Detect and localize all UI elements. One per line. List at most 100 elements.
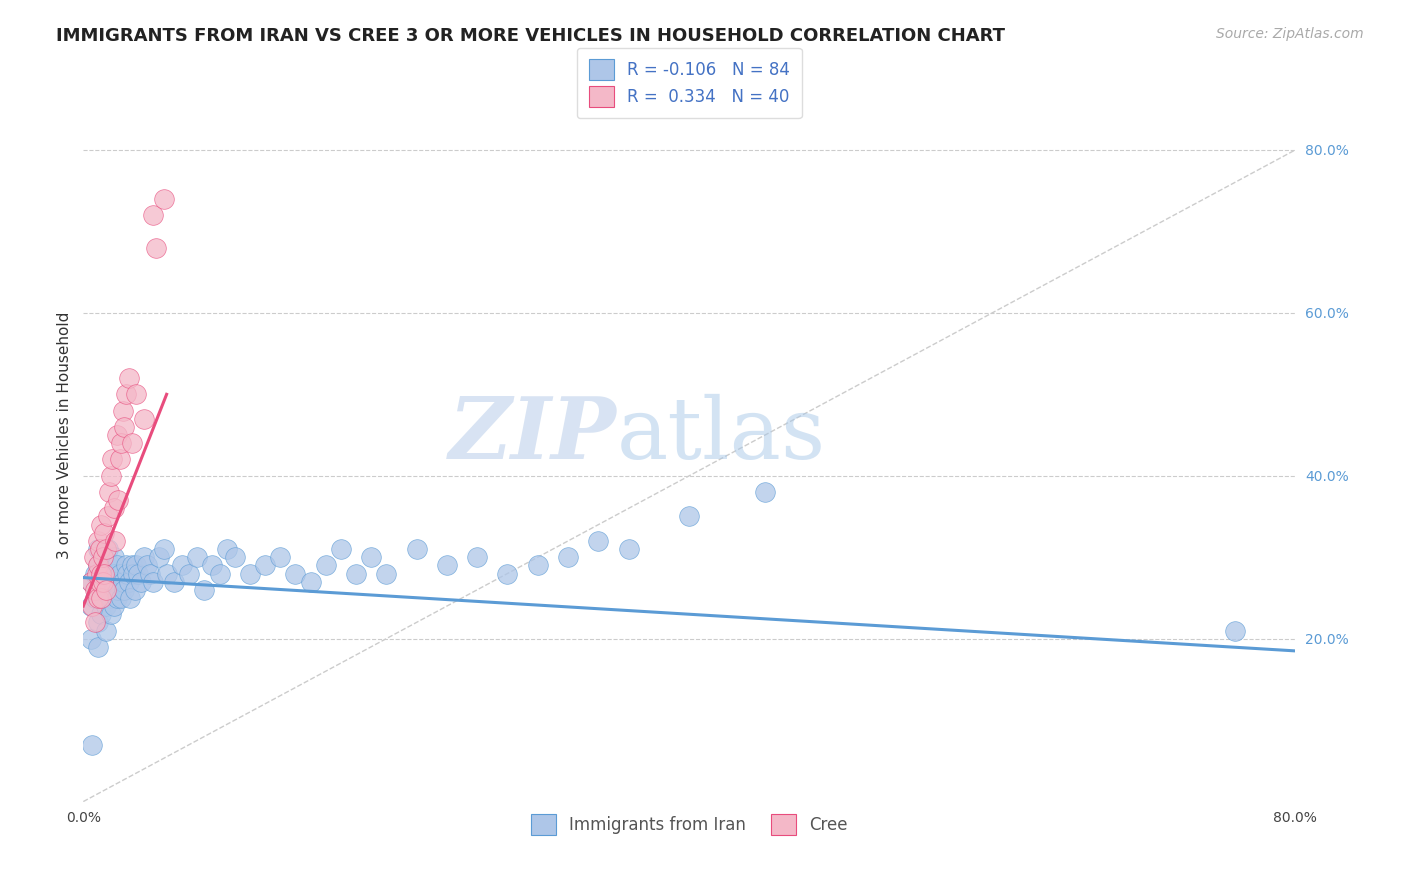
Point <box>94 582 117 597</box>
Point <box>91 574 114 589</box>
Point <box>103 501 125 516</box>
Point <box>1223 624 1246 638</box>
Point <box>588 533 610 548</box>
Point <box>103 550 125 565</box>
Point <box>121 436 143 450</box>
Point <box>93 566 115 581</box>
Point <box>103 599 125 613</box>
Point <box>254 558 277 573</box>
Point <box>105 428 128 442</box>
Point <box>100 468 122 483</box>
Point <box>269 550 291 565</box>
Point <box>87 542 110 557</box>
Point <box>299 574 322 589</box>
Point <box>96 574 118 589</box>
Point <box>87 615 110 630</box>
Point <box>148 550 170 565</box>
Point <box>80 574 103 589</box>
Point <box>118 574 141 589</box>
Point <box>405 542 427 557</box>
Point <box>90 574 112 589</box>
Point <box>129 574 152 589</box>
Text: atlas: atlas <box>617 393 825 476</box>
Point <box>90 566 112 581</box>
Point <box>436 558 458 573</box>
Point <box>90 607 112 622</box>
Point <box>114 558 136 573</box>
Point <box>170 558 193 573</box>
Point <box>82 738 104 752</box>
Point <box>87 582 110 597</box>
Point <box>80 574 103 589</box>
Point <box>111 403 134 417</box>
Point <box>83 550 105 565</box>
Point <box>122 566 145 581</box>
Point <box>110 436 132 450</box>
Point <box>112 420 135 434</box>
Point <box>105 591 128 605</box>
Point <box>557 550 579 565</box>
Point <box>100 558 122 573</box>
Point <box>89 542 111 557</box>
Point <box>111 574 134 589</box>
Point <box>94 566 117 581</box>
Point <box>315 558 337 573</box>
Point <box>125 558 148 573</box>
Point <box>107 493 129 508</box>
Point <box>465 550 488 565</box>
Point <box>217 542 239 557</box>
Point <box>617 542 640 557</box>
Point <box>115 566 138 581</box>
Point <box>132 411 155 425</box>
Text: IMMIGRANTS FROM IRAN VS CREE 3 OR MORE VEHICLES IN HOUSEHOLD CORRELATION CHART: IMMIGRANTS FROM IRAN VS CREE 3 OR MORE V… <box>56 27 1005 45</box>
Point <box>120 591 142 605</box>
Point <box>94 542 117 557</box>
Point <box>93 525 115 540</box>
Point <box>87 640 110 654</box>
Point <box>142 208 165 222</box>
Point <box>94 599 117 613</box>
Point <box>125 387 148 401</box>
Point <box>90 591 112 605</box>
Point <box>163 574 186 589</box>
Point <box>145 241 167 255</box>
Point <box>91 591 114 605</box>
Point <box>152 542 174 557</box>
Point <box>100 607 122 622</box>
Point <box>91 550 114 565</box>
Point <box>105 558 128 573</box>
Point <box>360 550 382 565</box>
Point <box>87 558 110 573</box>
Point <box>678 509 700 524</box>
Point <box>96 509 118 524</box>
Point <box>186 550 208 565</box>
Point <box>344 566 367 581</box>
Point <box>152 192 174 206</box>
Point <box>496 566 519 581</box>
Point <box>98 485 121 500</box>
Point <box>87 558 110 573</box>
Point <box>84 591 107 605</box>
Point <box>84 615 107 630</box>
Point <box>284 566 307 581</box>
Point <box>526 558 548 573</box>
Point <box>375 566 398 581</box>
Point <box>101 452 124 467</box>
Point <box>87 591 110 605</box>
Legend: Immigrants from Iran, Cree: Immigrants from Iran, Cree <box>520 805 858 845</box>
Text: ZIP: ZIP <box>449 393 617 477</box>
Point <box>121 558 143 573</box>
Point <box>201 558 224 573</box>
Point <box>108 566 131 581</box>
Point <box>94 624 117 638</box>
Point <box>179 566 201 581</box>
Point <box>156 566 179 581</box>
Point <box>91 550 114 565</box>
Point <box>103 566 125 581</box>
Point <box>110 591 132 605</box>
Point <box>208 566 231 581</box>
Point <box>87 533 110 548</box>
Point <box>82 599 104 613</box>
Point <box>90 517 112 532</box>
Point <box>124 582 146 597</box>
